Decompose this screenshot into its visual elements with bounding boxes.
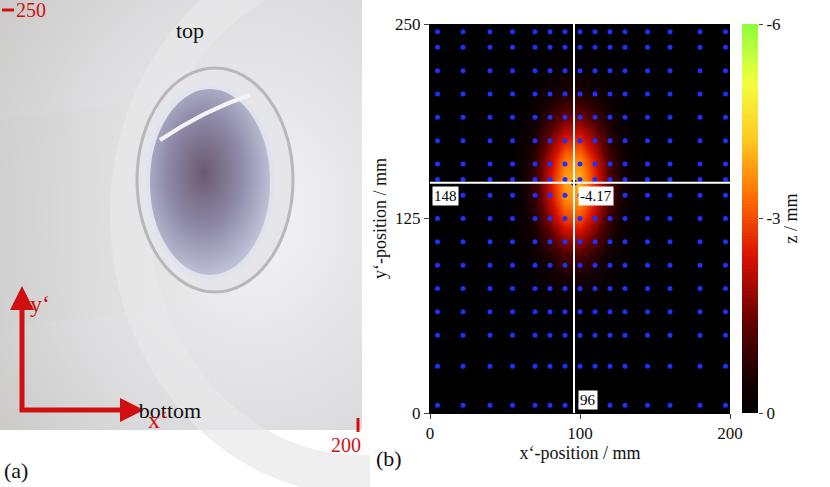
svg-text:x‘: x‘	[148, 407, 168, 433]
svg-text:148: 148	[434, 188, 457, 204]
svg-text:200: 200	[331, 434, 361, 456]
svg-text:bottom: bottom	[138, 398, 202, 423]
svg-text:100: 100	[567, 424, 593, 443]
svg-text:0: 0	[412, 404, 421, 423]
svg-text:250: 250	[16, 0, 46, 21]
svg-text:250: 250	[395, 15, 421, 34]
svg-text:(b): (b)	[376, 446, 402, 471]
svg-text:(a): (a)	[4, 458, 28, 483]
svg-text:-3: -3	[766, 209, 780, 228]
svg-text:z / mm: z / mm	[781, 194, 801, 244]
svg-text:y‘: y‘	[30, 291, 50, 317]
svg-text:y‘-position / mm: y‘-position / mm	[370, 158, 390, 279]
svg-text:-4.17: -4.17	[580, 188, 612, 204]
svg-text:96: 96	[580, 392, 596, 408]
svg-text:0: 0	[766, 404, 775, 423]
svg-text:x‘-position / mm: x‘-position / mm	[520, 443, 641, 463]
svg-text:0: 0	[426, 424, 435, 443]
svg-text:top: top	[176, 18, 204, 43]
svg-text:-6: -6	[766, 15, 780, 34]
svg-text:200: 200	[717, 424, 743, 443]
svg-text:125: 125	[395, 209, 421, 228]
